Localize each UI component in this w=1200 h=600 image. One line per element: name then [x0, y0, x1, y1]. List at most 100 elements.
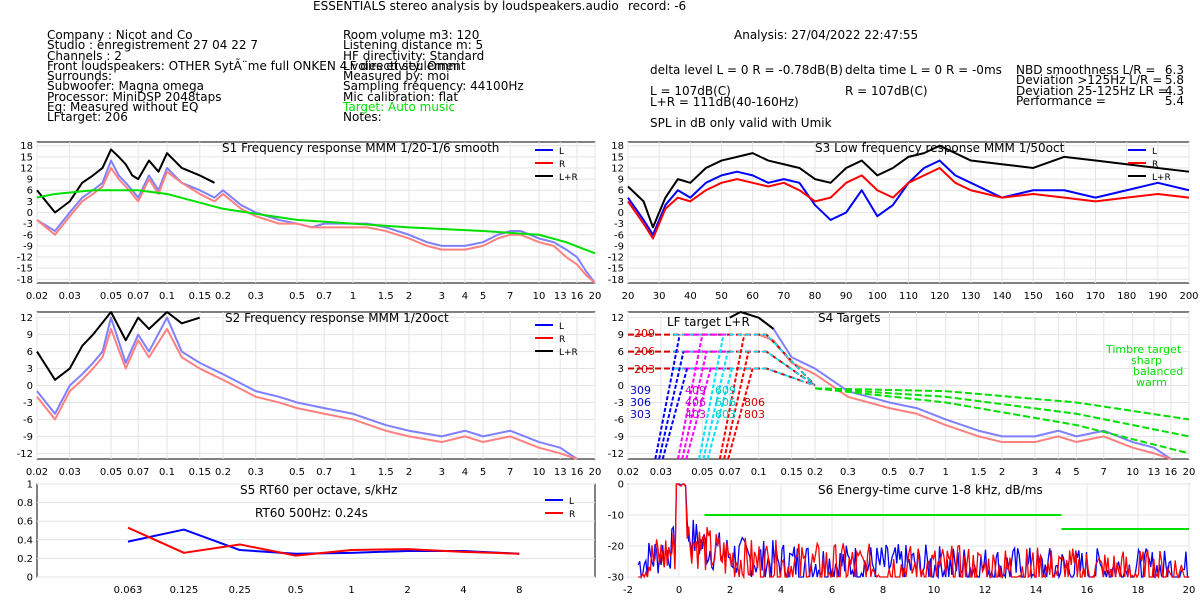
x-tick-label: 0.125 [170, 585, 199, 596]
x-tick-label: 0.3 [840, 467, 856, 478]
metric-label: Deviation 25-125Hz LR = [1016, 83, 1168, 98]
x-tick-label: 20 [1183, 585, 1196, 596]
x-tick-label: 8 [880, 585, 886, 596]
info-line: Mic calibration: flat [343, 89, 459, 104]
chart-title: S2 Frequency response MMM 1/20oct [225, 311, 449, 325]
y-tick-label: 0 [27, 208, 33, 219]
rt60-annotation: RT60 500Hz: 0.24s [255, 506, 368, 520]
y-tick-label: -12 [608, 449, 624, 460]
y-tick-label: 3 [27, 197, 33, 208]
y-tick-label: -6 [614, 230, 624, 241]
y-tick-label: -6 [614, 415, 624, 426]
info-line: Room volume m3: 120 [343, 28, 480, 42]
metric-label: Performance = [1016, 93, 1106, 108]
chart-title: S4 Targets [818, 311, 880, 325]
x-tick-label: 13 [554, 467, 567, 478]
x-tick-label: 20 [1183, 467, 1196, 478]
metric-value: 6.3 [1164, 63, 1184, 77]
series-line-l [36, 159, 596, 284]
x-tick-label: 16 [571, 467, 584, 478]
metric-value: 4.3 [1164, 83, 1184, 98]
info-line: LF directivity: Omni [343, 58, 460, 73]
x-tick-label: 2 [406, 467, 412, 478]
x-tick-label: 10 [533, 467, 546, 478]
metric-label: NBD smoothness L/R = [1016, 63, 1156, 77]
x-tick-label: 1.5 [378, 291, 394, 302]
x-tick-label: 60 [746, 291, 759, 302]
y-tick-label: -15 [608, 264, 624, 275]
metric-row: NBD smoothness L/R = 6.3 [1016, 63, 1184, 77]
chart-title: S3 Low frequency response MMM 1/50oct [815, 141, 1065, 155]
y-tick-label: -12 [608, 253, 624, 264]
metric-row: Performance = 5.4 [1016, 93, 1184, 108]
x-tick-label: 0.5 [289, 291, 305, 302]
y-tick-label: -3 [614, 398, 624, 409]
series-line-r [758, 333, 1172, 460]
info-line: Notes: [343, 110, 382, 125]
y-tick-label: -30 [608, 573, 624, 584]
y-tick-label: 12 [20, 313, 33, 324]
timbre-target-curve [814, 387, 1190, 421]
y-tick-label: 15 [20, 152, 33, 163]
x-tick-label: 3 [1032, 467, 1038, 478]
y-tick-label: 6 [618, 347, 624, 358]
lf-code-label: 406 [685, 396, 706, 409]
metric-label: Deviation >125Hz L/R = [1016, 73, 1163, 88]
x-tick-label: 1 [350, 291, 356, 302]
x-tick-label: 10 [1126, 467, 1139, 478]
y-tick-label: 9 [618, 175, 624, 186]
metric-row: Deviation 25-125Hz LR = 4.3 [1016, 83, 1184, 98]
y-tick-label: -9 [23, 241, 33, 252]
series-line-r [36, 166, 596, 284]
lf-code-label: 309 [630, 384, 651, 397]
y-tick-label: -15 [17, 264, 33, 275]
y-tick-label: -6 [23, 230, 33, 241]
info-line: Sampling frequency: 44100Hz [343, 79, 524, 94]
x-tick-label: 4 [460, 585, 466, 596]
y-tick-label: -12 [17, 449, 33, 460]
x-tick-label: 140 [992, 291, 1011, 302]
x-tick-label: 14 [1030, 585, 1043, 596]
y-tick-label: 6 [27, 347, 33, 358]
x-tick-label: 0.2 [807, 467, 823, 478]
y-tick-label: -3 [614, 219, 624, 230]
x-tick-label: 0.2 [215, 467, 231, 478]
x-tick-label: 10 [928, 585, 941, 596]
lf-rolloff-line [658, 351, 685, 460]
level-l: L = 107dB(C) [650, 84, 731, 98]
lf-rolloff-line [723, 351, 750, 460]
y-tick-label: 9 [27, 330, 33, 341]
x-tick-label: 0.02 [26, 291, 48, 302]
legend-label: R [569, 510, 575, 520]
x-tick-label: 7 [1101, 467, 1107, 478]
x-tick-label: 2 [406, 291, 412, 302]
lf-rolloff-line [702, 351, 729, 460]
lf-code-label: 609 [715, 384, 736, 397]
lf-target-curve [673, 350, 816, 387]
lf-code-label: 206 [634, 345, 655, 358]
y-tick-label: 0.2 [17, 554, 33, 565]
x-tick-label: 30 [653, 291, 666, 302]
series-line-lr [729, 311, 775, 330]
spl-note: SPL in dB only valid with Umik [650, 116, 832, 130]
lf-target-label: LF target L+R [667, 315, 750, 329]
x-tick-label: 50 [715, 291, 728, 302]
lf-rolloff-line [698, 334, 725, 460]
info-line: Channels : 2 [47, 48, 122, 63]
x-tick-label: 12 [979, 585, 992, 596]
y-tick-label: 12 [20, 163, 33, 174]
lf-rolloff-line [661, 368, 689, 460]
y-tick-label: 6 [27, 186, 33, 197]
x-tick-label: 0.5 [289, 467, 305, 478]
legend-label: L [1152, 147, 1157, 157]
series-line-r [127, 526, 520, 557]
info-line: Subwoofer: Magna omega [47, 79, 205, 94]
series-line-r [36, 327, 578, 460]
x-tick-label: 0.02 [617, 467, 639, 478]
x-tick-label: 5 [1073, 467, 1079, 478]
y-tick-label: 0.4 [17, 535, 33, 546]
x-tick-label: 200 [1179, 291, 1198, 302]
